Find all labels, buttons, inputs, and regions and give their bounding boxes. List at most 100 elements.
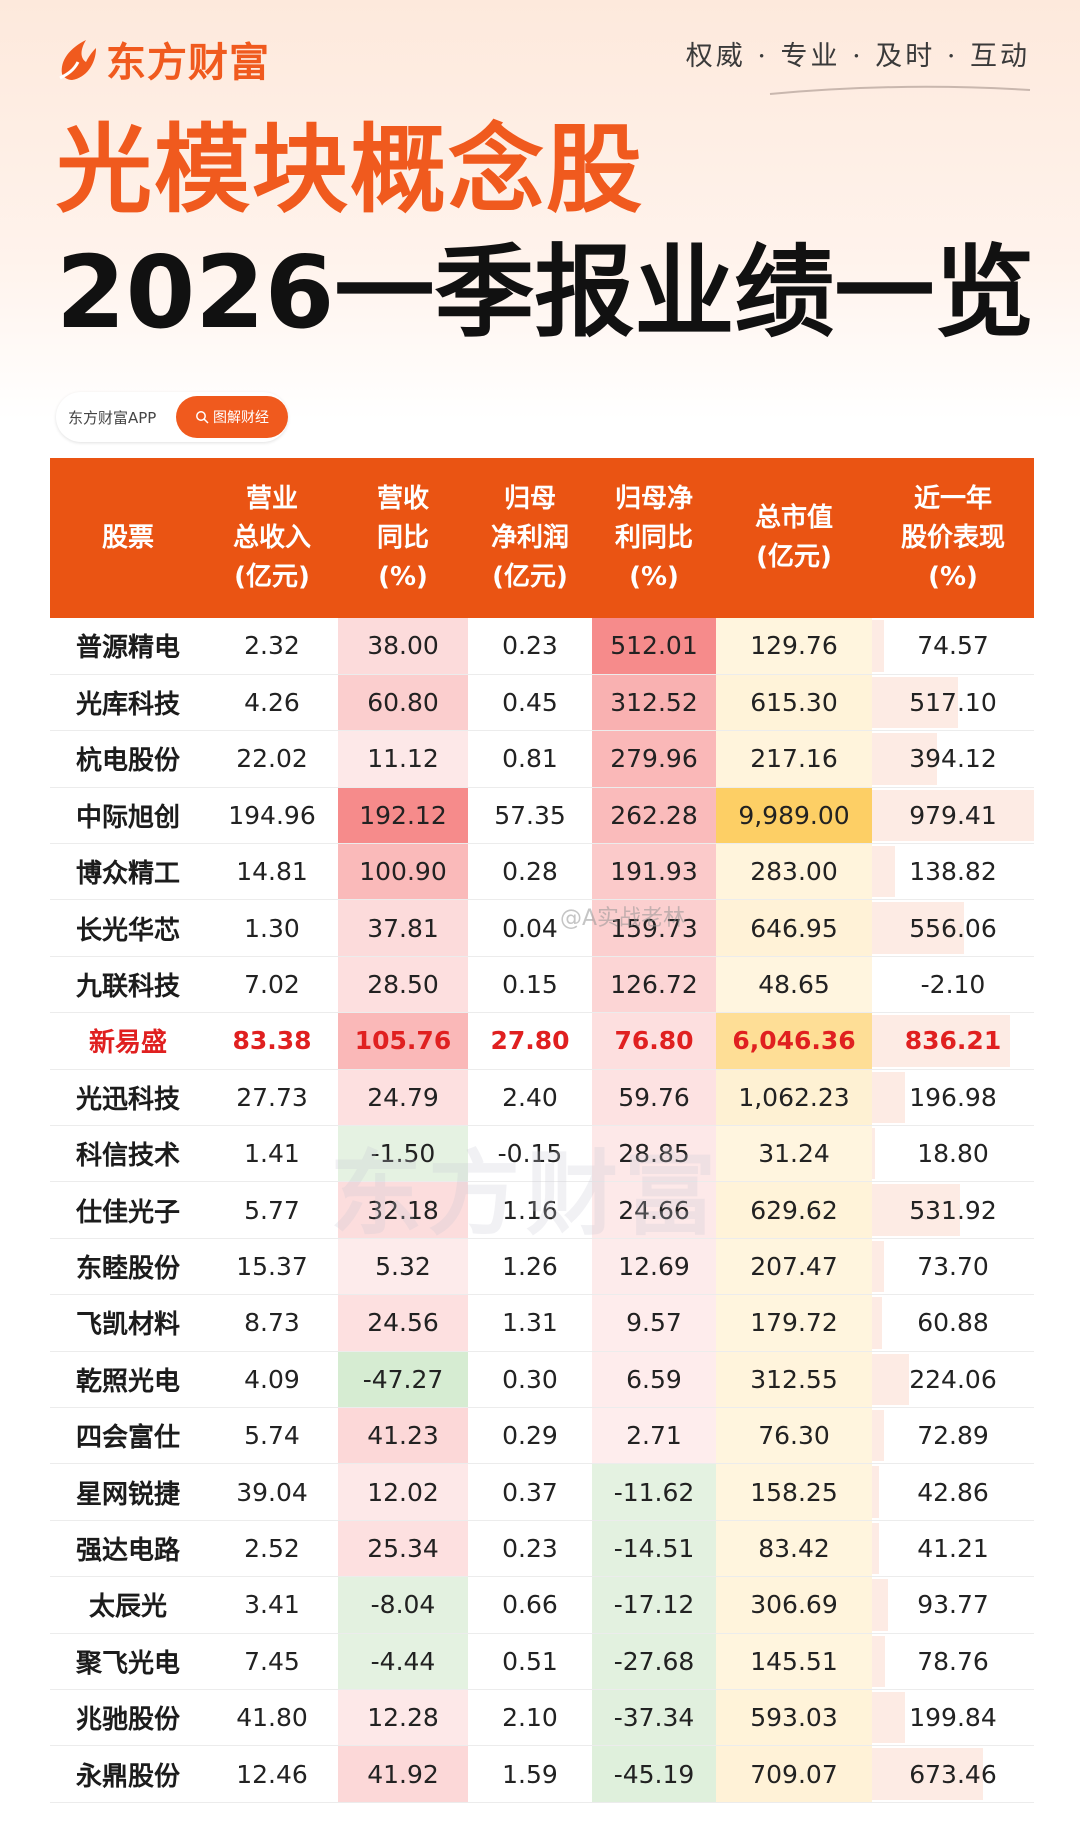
cell-value: 0.04 xyxy=(468,899,592,957)
cell-value: 0.15 xyxy=(468,956,592,1014)
price-performance-cell: 517.10 xyxy=(872,674,1034,732)
price-performance-cell: 41.21 xyxy=(872,1520,1034,1578)
cell-value: 1.26 xyxy=(468,1238,592,1296)
price-performance-cell: -2.10 xyxy=(872,956,1034,1014)
cell-value: 517.10 xyxy=(909,688,997,718)
cell-value: 76.80 xyxy=(592,1012,716,1070)
cell-value: 262.28 xyxy=(592,787,716,845)
stock-name: 东睦股份 xyxy=(50,1238,206,1296)
performance-bar xyxy=(872,1297,883,1349)
price-performance-cell: 74.57 xyxy=(872,618,1034,675)
cell-value: 979.41 xyxy=(909,800,997,830)
stock-name: 光库科技 xyxy=(50,674,206,732)
cell-value: 0.81 xyxy=(468,730,592,788)
cell-value: 78.76 xyxy=(917,1646,989,1676)
cell-value: 25.34 xyxy=(338,1520,468,1578)
cell-value: 7.02 xyxy=(206,956,338,1014)
price-performance-cell: 531.92 xyxy=(872,1181,1034,1239)
cell-value: -45.19 xyxy=(592,1745,716,1803)
performance-bar xyxy=(872,1579,888,1631)
cell-value: 24.56 xyxy=(338,1294,468,1352)
cell-value: 24.79 xyxy=(338,1069,468,1127)
cell-value: 0.45 xyxy=(468,674,592,732)
cell-value: 39.04 xyxy=(206,1463,338,1521)
cell-value: 4.26 xyxy=(206,674,338,732)
cell-value: 42.86 xyxy=(917,1477,989,1507)
cell-value: 2.10 xyxy=(468,1689,592,1747)
column-header: 股票 xyxy=(50,458,206,618)
price-performance-cell: 836.21 xyxy=(872,1012,1034,1070)
stock-name: 光迅科技 xyxy=(50,1069,206,1127)
cell-value: 194.96 xyxy=(206,787,338,845)
cell-value: 11.12 xyxy=(338,730,468,788)
table-row: 科信技术 1.41 -1.50 -0.15 28.85 31.24 18.80 xyxy=(50,1125,1034,1183)
stock-name: 博众精工 xyxy=(50,843,206,901)
brand-name: 东方财富 xyxy=(106,40,270,86)
cell-value: 27.73 xyxy=(206,1069,338,1127)
cell-value: 6.59 xyxy=(592,1351,716,1408)
cell-value: 12.28 xyxy=(338,1689,468,1747)
cell-value: -14.51 xyxy=(592,1520,716,1578)
performance-bar xyxy=(872,902,965,954)
brand-logo: 东方财富 xyxy=(56,30,270,88)
cell-value: 2.40 xyxy=(468,1069,592,1127)
price-performance-cell: 72.89 xyxy=(872,1407,1034,1465)
stock-name: 太辰光 xyxy=(50,1576,206,1634)
stock-name: 长光华芯 xyxy=(50,899,206,957)
performance-bar xyxy=(872,733,938,785)
cell-value: 138.82 xyxy=(909,857,997,887)
table-row: 四会富仕 5.74 41.23 0.29 2.71 76.30 72.89 xyxy=(50,1407,1034,1465)
cell-value: 5.77 xyxy=(206,1181,338,1239)
cell-value: 74.57 xyxy=(917,631,989,661)
cell-value: 191.93 xyxy=(592,843,716,901)
cell-value: 217.16 xyxy=(716,730,872,788)
cell-value: 5.32 xyxy=(338,1238,468,1296)
cell-value: 0.30 xyxy=(468,1351,592,1408)
cell-value: 1.16 xyxy=(468,1181,592,1239)
stock-name: 乾照光电 xyxy=(50,1351,206,1408)
table-row: 乾照光电 4.09 -47.27 0.30 6.59 312.55 224.06 xyxy=(50,1351,1034,1408)
stock-name: 聚飞光电 xyxy=(50,1633,206,1690)
cell-value: 41.23 xyxy=(338,1407,468,1465)
performance-bar xyxy=(872,1748,984,1800)
performance-bar xyxy=(872,1071,905,1124)
price-performance-cell: 42.86 xyxy=(872,1463,1034,1521)
table-row: 东睦股份 15.37 5.32 1.26 12.69 207.47 73.70 xyxy=(50,1238,1034,1296)
stock-name: 仕佳光子 xyxy=(50,1181,206,1239)
column-header: 总市值 (亿元) xyxy=(716,458,872,618)
cell-value: 709.07 xyxy=(716,1745,872,1803)
cell-value: 1.41 xyxy=(206,1125,338,1183)
cell-value: 615.30 xyxy=(716,674,872,732)
cell-value: 12.69 xyxy=(592,1238,716,1296)
source-pill: 东方财富APP 图解财经 xyxy=(56,392,288,442)
cell-value: 59.76 xyxy=(592,1069,716,1127)
performance-bar xyxy=(872,1691,906,1744)
table-row: 飞凯材料 8.73 24.56 1.31 9.57 179.72 60.88 xyxy=(50,1294,1034,1352)
stock-name: 新易盛 xyxy=(50,1012,206,1070)
cell-value: 27.80 xyxy=(468,1012,592,1070)
cell-value: 394.12 xyxy=(909,744,997,774)
stock-name: 中际旭创 xyxy=(50,787,206,845)
cell-value: 673.46 xyxy=(909,1759,997,1789)
performance-bar xyxy=(872,620,885,672)
price-performance-cell: 199.84 xyxy=(872,1689,1034,1747)
cell-value: 0.23 xyxy=(468,618,592,675)
price-performance-cell: 73.70 xyxy=(872,1238,1034,1296)
cell-value: 0.23 xyxy=(468,1520,592,1578)
performance-bar xyxy=(872,1409,884,1462)
cell-value: 196.98 xyxy=(909,1082,997,1112)
performance-bar xyxy=(872,1184,960,1236)
column-header: 归母净 利同比 (%) xyxy=(592,458,716,618)
cell-value: 28.85 xyxy=(592,1125,716,1183)
source-tag[interactable]: 图解财经 xyxy=(176,396,288,438)
cell-value: 159.73 xyxy=(592,899,716,957)
cell-value: 531.92 xyxy=(909,1195,997,1225)
table-row: 太辰光 3.41 -8.04 0.66 -17.12 306.69 93.77 xyxy=(50,1576,1034,1634)
table-body: 普源精电 2.32 38.00 0.23 512.01 129.76 74.57 光库科技 4.… xyxy=(50,618,1034,1803)
table-header-row: 股票 营业 总收入 (亿元) 营收 同比 (%) 归母 净利润 (亿元) 归母净 利同比… xyxy=(50,458,1034,618)
cell-value: -47.27 xyxy=(338,1351,468,1408)
table-row: 仕佳光子 5.77 32.18 1.16 24.66 629.62 531.92 xyxy=(50,1181,1034,1239)
price-performance-cell: 394.12 xyxy=(872,730,1034,788)
report-header: 东方财富 权威 · 专业 · 及时 · 互动 光模块概念股 2026一季报业绩一… xyxy=(0,0,1080,460)
cell-value: 31.24 xyxy=(716,1125,872,1183)
